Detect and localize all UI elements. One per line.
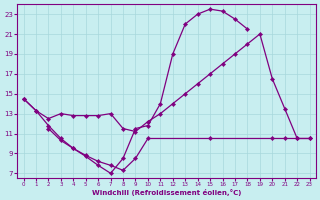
- X-axis label: Windchill (Refroidissement éolien,°C): Windchill (Refroidissement éolien,°C): [92, 189, 241, 196]
